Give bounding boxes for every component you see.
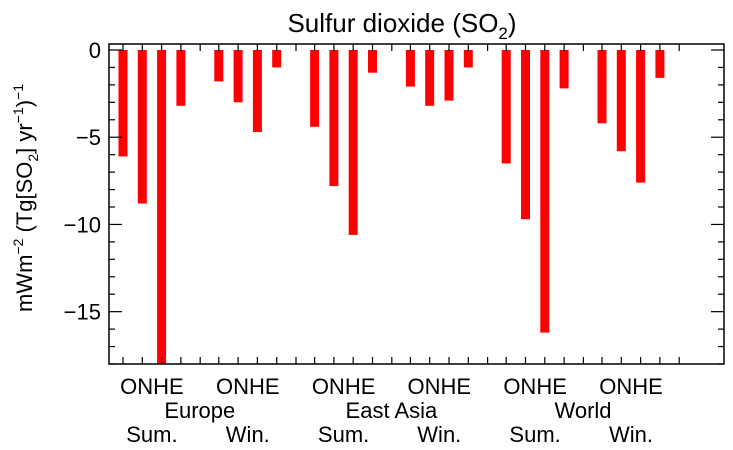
bar xyxy=(616,50,626,152)
x-tick-label: ONHE xyxy=(312,374,376,399)
bar xyxy=(559,50,569,89)
x-region-label: East Asia xyxy=(346,398,438,423)
bar xyxy=(137,50,147,204)
x-tick-label: ONHE xyxy=(120,374,184,399)
x-season-label: Sum. xyxy=(126,422,177,447)
x-region-label: Europe xyxy=(164,398,235,423)
x-season-label: Sum. xyxy=(318,422,369,447)
bar xyxy=(157,50,167,364)
bar xyxy=(310,50,320,127)
bar xyxy=(329,50,339,187)
x-tick-label: ONHE xyxy=(503,374,567,399)
plot-frame xyxy=(108,43,725,365)
bars-layer xyxy=(118,50,665,364)
bar xyxy=(368,50,377,73)
x-tick-label: ONHE xyxy=(599,374,663,399)
bar xyxy=(252,50,262,132)
y-tick-label: −10 xyxy=(64,212,101,237)
bar xyxy=(176,50,186,106)
bar xyxy=(540,50,550,333)
y-axis: 0 −5 −10 −15 xyxy=(64,38,724,365)
bar xyxy=(501,50,511,164)
x-season-label: Win. xyxy=(226,422,270,447)
bar xyxy=(348,50,358,235)
bar xyxy=(444,50,454,101)
x-tick-label: ONHE xyxy=(408,374,472,399)
x-tick-label: ONHE xyxy=(216,374,280,399)
bar xyxy=(636,50,646,183)
bar xyxy=(521,50,530,220)
y-tick-label: −5 xyxy=(76,125,101,150)
x-region-label: World xyxy=(554,398,611,423)
bar xyxy=(272,50,282,68)
y-tick-label: 0 xyxy=(89,38,101,63)
bar xyxy=(405,50,415,87)
y-tick-label: −15 xyxy=(64,300,101,325)
bar xyxy=(655,50,665,78)
bar xyxy=(214,50,224,82)
bar xyxy=(597,50,607,124)
svg-text:mWm−2 (Tg[SO2] yr−1)−1: mWm−2 (Tg[SO2] yr−1)−1 xyxy=(10,84,41,312)
x-season-label: Sum. xyxy=(509,422,560,447)
x-season-label: Win. xyxy=(609,422,653,447)
x-season-label: Win. xyxy=(417,422,461,447)
bar xyxy=(425,50,435,106)
bar xyxy=(233,50,243,103)
bar xyxy=(463,50,473,68)
y-axis-label: mWm−2 (Tg[SO2] yr−1)−1 xyxy=(10,84,41,312)
bar xyxy=(118,50,128,157)
chart-title: Sulfur dioxide (SO2) xyxy=(287,8,516,43)
